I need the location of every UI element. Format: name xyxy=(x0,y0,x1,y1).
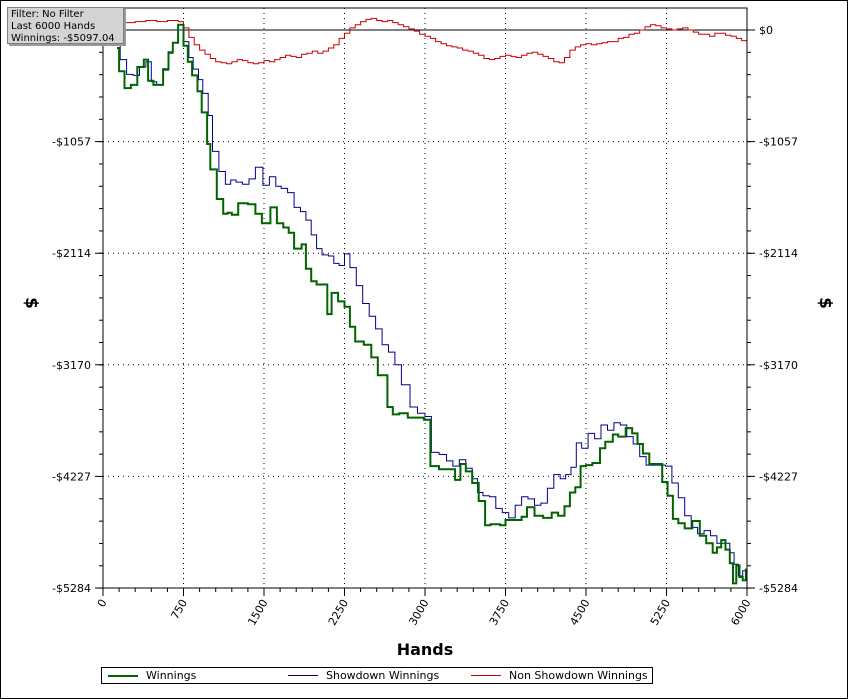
legend-label-showdown: Showdown Winnings xyxy=(326,669,440,682)
x-tick-label: 2250 xyxy=(326,597,351,628)
x-tick-label: 5250 xyxy=(648,597,673,628)
x-tick-label: 4500 xyxy=(567,597,592,628)
x-axis-title: Hands xyxy=(397,640,454,659)
series-showdown-line xyxy=(117,29,748,577)
y-tick-label-right: -$3170 xyxy=(759,359,798,372)
y-tick-label-right: -$1057 xyxy=(759,136,798,149)
y-tick-label-right: -$4227 xyxy=(759,470,798,483)
y-tick-label-left: -$3170 xyxy=(52,359,91,372)
hands-text: Last 6000 Hands xyxy=(11,21,96,32)
winnings-text: Winnings: -$5097.04 xyxy=(11,33,115,44)
legend-item-non-showdown: Non Showdown Winnings xyxy=(471,668,648,683)
x-tick-label: 1500 xyxy=(245,597,270,628)
filter-text: Filter: No Filter xyxy=(11,9,84,20)
legend-swatch-winnings xyxy=(108,674,138,677)
legend-label-non-showdown: Non Showdown Winnings xyxy=(509,669,648,682)
series-lines xyxy=(103,17,748,585)
x-tick-label: 6000 xyxy=(728,597,753,628)
series-winnings-line xyxy=(117,23,747,585)
x-tick-label: 750 xyxy=(168,597,190,622)
legend: Winnings Showdown Winnings Non Showdown … xyxy=(101,667,653,684)
axes: $0$0-$1057-$1057-$2114-$2114-$3170-$3170… xyxy=(52,7,798,628)
legend-item-showdown: Showdown Winnings xyxy=(288,668,439,683)
x-tick-label: 3750 xyxy=(487,597,512,628)
legend-swatch-showdown xyxy=(288,675,318,676)
x-tick-label: 0 xyxy=(95,597,110,610)
y-axis-title-left: $ xyxy=(21,297,41,309)
y-tick-label-right: -$2114 xyxy=(759,247,798,260)
info-box: Filter: No Filter Last 6000 Hands Winnin… xyxy=(7,7,124,44)
y-tick-label-left: -$1057 xyxy=(52,136,91,149)
y-tick-label-right: -$5284 xyxy=(759,582,798,595)
legend-swatch-non-showdown xyxy=(471,675,501,676)
y-tick-label-left: -$5284 xyxy=(52,582,91,595)
y-axis-title-right: $ xyxy=(815,297,835,309)
grid xyxy=(103,8,747,588)
series-non-showdown-line xyxy=(103,17,748,65)
y-tick-label-left: -$4227 xyxy=(52,470,91,483)
legend-label-winnings: Winnings xyxy=(146,669,197,682)
legend-item-winnings: Winnings xyxy=(108,668,196,683)
y-tick-label-right: $0 xyxy=(759,24,773,37)
y-tick-label-left: -$2114 xyxy=(52,247,91,260)
x-tick-label: 3000 xyxy=(406,597,431,628)
